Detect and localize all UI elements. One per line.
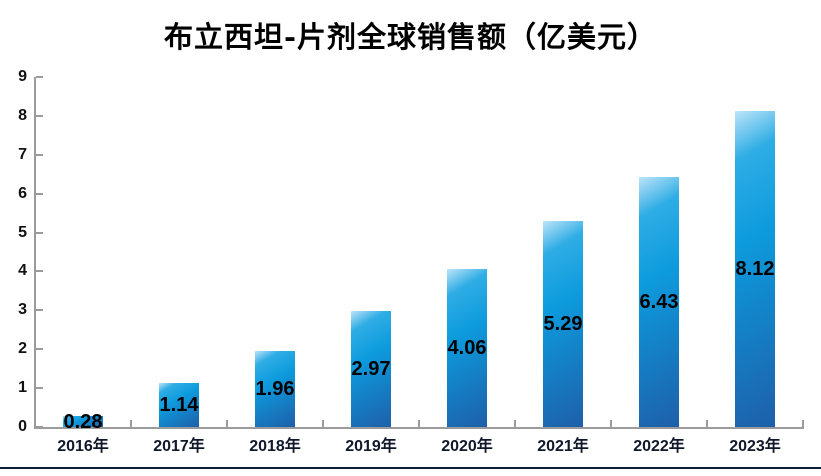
- x-axis-tick: [514, 420, 516, 428]
- bar-value-label: 0.28: [63, 410, 103, 433]
- y-axis-tick-label: 1: [18, 379, 27, 397]
- y-axis-tick-label: 5: [18, 223, 27, 241]
- bar-2021年: [543, 221, 583, 427]
- x-axis-label: 2023年: [729, 438, 781, 455]
- y-axis-tick-label: 0: [18, 418, 27, 435]
- bar-2023年: [735, 111, 775, 427]
- y-axis-tick: [36, 153, 43, 156]
- y-axis-tick: [36, 76, 43, 78]
- x-axis-label: 2022年: [633, 438, 685, 455]
- y-axis-line: [34, 77, 36, 429]
- x-axis-tick: [706, 420, 708, 428]
- y-axis-tick-label: 3: [18, 301, 27, 319]
- bar-value-label: 2.97: [351, 358, 391, 380]
- x-axis-tick: [802, 420, 804, 428]
- bar-2017年: [159, 383, 199, 427]
- y-axis-tick: [36, 348, 43, 351]
- x-axis-label: 2021年: [537, 438, 589, 455]
- x-axis-label: 2017年: [153, 438, 205, 455]
- y-axis-tick: [36, 114, 43, 117]
- bar-value-label: 1.96: [255, 378, 295, 400]
- y-axis-tick-label: 4: [18, 262, 27, 280]
- x-axis-label: 2016年: [57, 438, 109, 455]
- bar-2016年: [63, 416, 103, 427]
- bar-2018年: [255, 351, 295, 427]
- x-axis-tick: [418, 420, 420, 428]
- y-axis-tick: [36, 387, 43, 390]
- y-axis-tick: [36, 231, 43, 234]
- y-axis-tick-label: 8: [18, 106, 27, 124]
- x-axis-line: [34, 427, 804, 429]
- x-axis-label: 2018年: [249, 438, 301, 455]
- x-axis-label: 2020年: [441, 438, 493, 455]
- bar-2022年: [639, 177, 679, 427]
- bar-2020年: [447, 269, 487, 427]
- x-axis-tick: [226, 420, 228, 428]
- y-axis-tick-label: 6: [18, 184, 27, 202]
- y-axis-tick-label: 2: [18, 340, 27, 358]
- chart-title: 布立西坦-片剂全球销售额（亿美元）: [163, 20, 658, 54]
- bar-2019年: [351, 311, 391, 427]
- bar-value-label: 5.29: [543, 313, 583, 335]
- bar-value-label: 6.43: [639, 291, 679, 313]
- y-axis-tick: [36, 426, 43, 428]
- y-axis-tick-label: 7: [18, 145, 27, 163]
- x-axis-label: 2019年: [345, 438, 397, 455]
- y-axis-tick-label: 9: [18, 68, 27, 85]
- x-axis-tick: [610, 420, 612, 428]
- x-axis-tick: [34, 420, 36, 428]
- y-axis-tick: [36, 270, 43, 273]
- x-axis-tick: [322, 420, 324, 428]
- bar-value-label: 1.14: [159, 394, 199, 416]
- y-axis-tick: [36, 192, 43, 195]
- y-axis-tick: [36, 309, 43, 312]
- bar-value-label: 4.06: [447, 337, 487, 359]
- bar-value-label: 8.12: [735, 258, 775, 280]
- bottom-border-line: [0, 467, 821, 469]
- x-axis-tick: [130, 420, 132, 428]
